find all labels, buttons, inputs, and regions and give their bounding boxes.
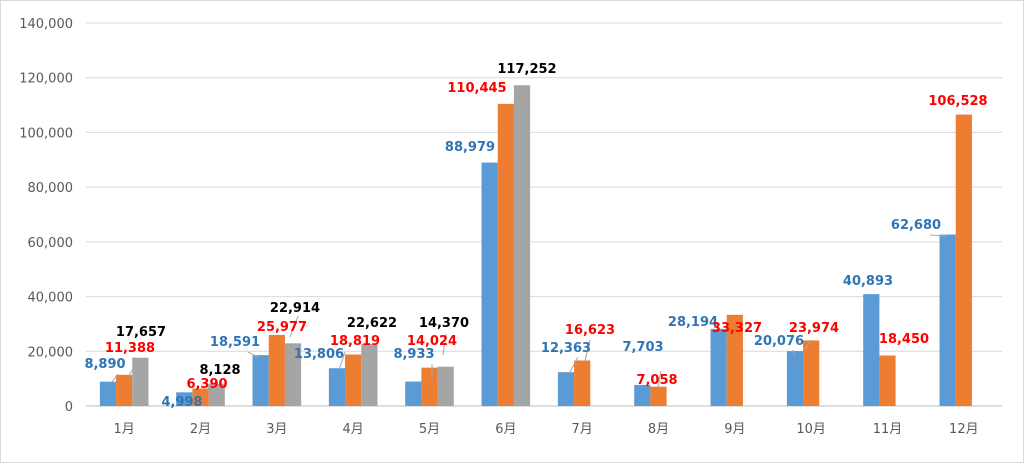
data-label: 88,979	[445, 140, 495, 155]
data-label: 20,076	[754, 334, 804, 349]
data-label: 106,528	[928, 94, 987, 109]
data-label: 33,327	[712, 321, 762, 336]
bar	[116, 374, 133, 406]
x-tick-label: 3月	[266, 422, 287, 437]
x-tick-label: 6月	[495, 422, 516, 437]
x-tick-label: 2月	[190, 422, 211, 437]
label-leader-line	[289, 315, 299, 338]
y-tick-label: 140,000	[19, 17, 73, 32]
data-label: 110,445	[447, 81, 506, 96]
bar	[955, 114, 972, 407]
bar	[345, 354, 362, 406]
y-tick-label: 20,000	[28, 345, 74, 360]
x-tick-label: 9月	[724, 422, 745, 437]
data-label: 62,680	[891, 218, 941, 233]
label-leader-line	[929, 234, 947, 237]
data-label: 18,819	[330, 334, 380, 349]
bar	[252, 355, 269, 406]
bar	[361, 344, 378, 406]
label-leader-line	[110, 373, 119, 384]
data-label: 14,370	[419, 316, 469, 331]
data-label: 12,363	[541, 341, 591, 356]
bar	[634, 384, 651, 406]
x-tick-label: 1月	[114, 422, 135, 437]
y-tick-label: 100,000	[19, 126, 73, 141]
bar	[879, 355, 896, 406]
label-leader-line	[569, 356, 579, 373]
data-label: 4,998	[161, 395, 202, 410]
data-label: 23,974	[789, 321, 839, 336]
data-label: 13,806	[294, 347, 344, 362]
data-label: 22,914	[270, 301, 320, 316]
data-label: 7,703	[622, 340, 663, 355]
bar	[939, 234, 956, 406]
x-tick-label: 8月	[648, 422, 669, 437]
bar	[437, 366, 454, 406]
bar	[650, 386, 667, 406]
label-leader-line	[804, 339, 812, 351]
label-leader-line	[442, 333, 447, 356]
bar	[284, 343, 302, 406]
bar	[497, 103, 514, 406]
y-tick-label: 80,000	[28, 181, 74, 196]
bar	[513, 85, 531, 406]
bar	[574, 360, 591, 406]
data-label: 6,390	[186, 377, 227, 392]
bar	[132, 357, 149, 406]
label-leader-line	[127, 357, 141, 378]
data-label: 22,622	[347, 316, 397, 331]
bar	[710, 328, 727, 406]
bar	[481, 162, 498, 406]
bar	[328, 368, 346, 406]
x-tick-label: 7月	[572, 422, 593, 437]
bar	[726, 314, 743, 406]
data-label: 40,893	[843, 274, 893, 289]
data-label: 7,058	[636, 373, 677, 388]
label-leader-line	[338, 351, 346, 371]
x-tick-label: 10月	[796, 422, 826, 437]
y-tick-label: 60,000	[28, 236, 74, 251]
y-tick-label: 40,000	[28, 291, 74, 306]
bar	[192, 388, 209, 406]
data-label: 8,890	[84, 357, 125, 372]
label-leader-line	[189, 393, 197, 399]
label-leader-line	[584, 339, 591, 362]
bar	[803, 340, 820, 406]
data-label: 16,623	[565, 323, 615, 338]
data-label: 11,388	[105, 341, 155, 356]
y-tick-label: 120,000	[19, 72, 73, 87]
bar	[99, 381, 117, 406]
data-label: 14,024	[407, 334, 457, 349]
data-label: 18,591	[210, 335, 260, 350]
data-label: 8,933	[393, 347, 434, 362]
data-label: 28,194	[668, 315, 718, 330]
data-label: 25,977	[257, 320, 307, 335]
bar	[208, 383, 225, 406]
x-tick-label: 4月	[343, 422, 364, 437]
bar	[786, 351, 804, 406]
bar	[176, 392, 193, 406]
data-label: 18,450	[879, 332, 929, 347]
bar	[268, 334, 285, 406]
data-label: 117,252	[497, 62, 556, 77]
bar	[405, 381, 422, 406]
label-leader-line	[657, 370, 662, 388]
bar	[421, 367, 438, 406]
bar	[863, 294, 880, 406]
label-leader-line	[792, 349, 796, 357]
x-tick-label: 5月	[419, 422, 440, 437]
y-tick-label: 0	[65, 400, 73, 415]
label-leader-line	[247, 351, 259, 358]
bar	[557, 372, 575, 406]
x-tick-label: 12月	[949, 422, 979, 437]
data-label: 17,657	[116, 325, 166, 340]
label-leader-line	[206, 379, 214, 391]
data-label: 8,128	[199, 363, 240, 378]
x-tick-label: 11月	[873, 422, 903, 437]
